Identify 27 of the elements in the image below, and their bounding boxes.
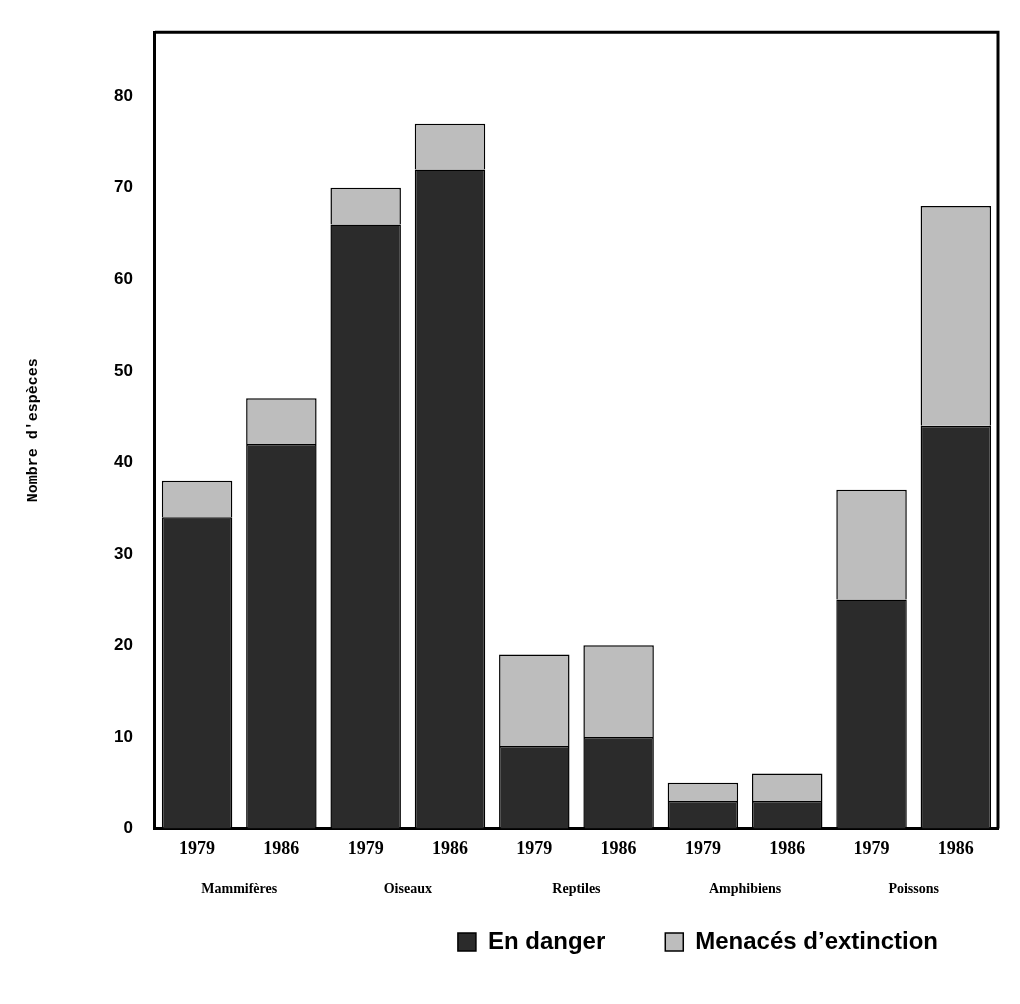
y-tick-label: 30 <box>113 543 133 563</box>
text: Reptiles <box>552 880 602 896</box>
y-tick-label: 70 <box>113 177 133 197</box>
x-tick-label: 1986 <box>769 837 806 858</box>
y-tick-label: 40 <box>113 452 133 472</box>
text: Poissons <box>888 880 940 896</box>
y-tick-label: 10 <box>113 726 133 746</box>
y-tick-label: 50 <box>113 360 133 380</box>
text: Oiseaux <box>383 880 432 896</box>
x-tick-label: 1979 <box>516 837 553 858</box>
y-tick-label: 60 <box>113 268 133 288</box>
y-tick-label: 20 <box>113 635 133 655</box>
x-tick-label: 1986 <box>431 837 468 858</box>
text: Amphibiens <box>708 880 782 896</box>
x-tick-label: 1986 <box>937 837 974 858</box>
y-axis-title: Nombre d'espèces <box>24 358 42 503</box>
x-tick-label: 1986 <box>263 837 300 858</box>
x-tick-label: 1979 <box>179 837 216 858</box>
y-tick-label: 80 <box>113 85 133 105</box>
x-tick-label: 1986 <box>600 837 637 858</box>
x-tick-label: 1979 <box>347 837 384 858</box>
legend-label: En danger <box>487 926 606 954</box>
x-tick-label: 1979 <box>684 837 721 858</box>
legend-label: Menacés d’extinction <box>695 926 938 954</box>
text: Mammifères <box>201 880 278 896</box>
x-tick-label: 1979 <box>853 837 890 858</box>
y-tick-label: 0 <box>123 818 133 838</box>
